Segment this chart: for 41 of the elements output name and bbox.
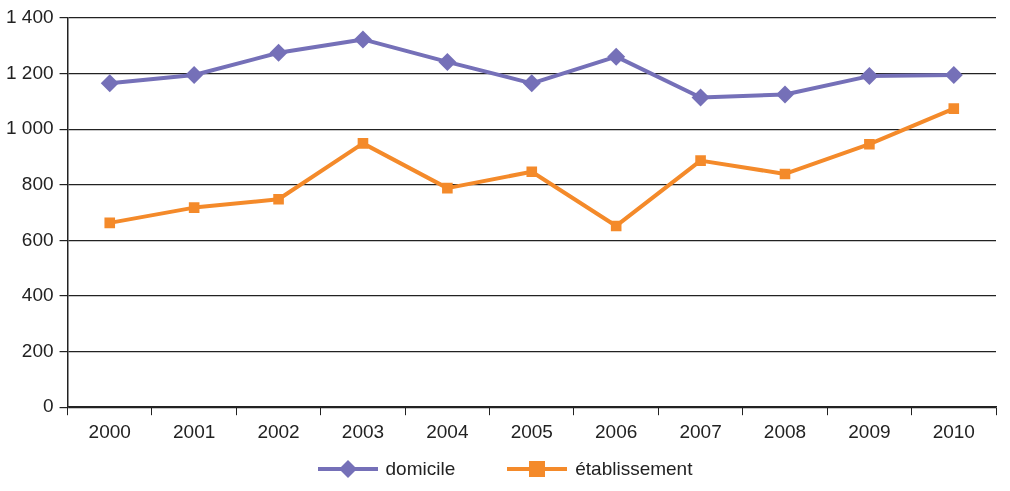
point <box>526 166 538 178</box>
point <box>273 193 284 205</box>
x-tick-label: 2004 <box>426 420 469 442</box>
point <box>357 138 369 149</box>
point <box>185 65 204 84</box>
point <box>353 30 372 49</box>
point <box>104 217 116 229</box>
y-tick-label: 1 000 <box>6 117 54 139</box>
point <box>864 138 875 150</box>
x-tick-label: 2006 <box>595 420 638 442</box>
point <box>691 88 710 107</box>
x-tick-label: 2005 <box>510 420 553 442</box>
x-tick-label: 2002 <box>257 420 300 442</box>
point <box>442 182 453 194</box>
point <box>948 103 960 114</box>
x-tick-label: 2007 <box>679 420 722 442</box>
y-tick-label: 1 200 <box>6 61 54 83</box>
x-tick-label: 2003 <box>341 420 385 442</box>
y-tick-label: 0 <box>42 395 54 417</box>
y-tick-label: 600 <box>21 228 54 250</box>
point <box>269 43 288 62</box>
point <box>188 202 200 213</box>
point <box>860 67 879 86</box>
point <box>695 155 706 166</box>
point <box>438 52 457 71</box>
point <box>775 85 794 104</box>
y-tick-label: 400 <box>21 284 54 306</box>
point <box>522 74 541 93</box>
point <box>607 47 626 66</box>
legend-label: établissement <box>575 458 693 480</box>
x-tick-label: 2001 <box>173 420 216 442</box>
point <box>944 65 963 84</box>
x-tick-label: 2010 <box>932 420 975 442</box>
point <box>100 74 119 93</box>
x-tick-label: 2008 <box>763 420 807 442</box>
legend-label: domicile <box>385 458 456 480</box>
y-tick-label: 1 400 <box>6 6 54 28</box>
x-tick-label: 2009 <box>848 420 891 442</box>
x-tick-label: 2000 <box>88 420 131 442</box>
y-tick-label: 200 <box>21 339 54 361</box>
y-tick-label: 800 <box>21 173 54 195</box>
